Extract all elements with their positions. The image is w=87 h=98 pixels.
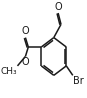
Text: O: O [22,26,29,36]
Text: O: O [22,57,29,67]
Text: O: O [54,2,62,12]
Text: CH₃: CH₃ [0,67,17,76]
Text: Br: Br [73,76,84,86]
